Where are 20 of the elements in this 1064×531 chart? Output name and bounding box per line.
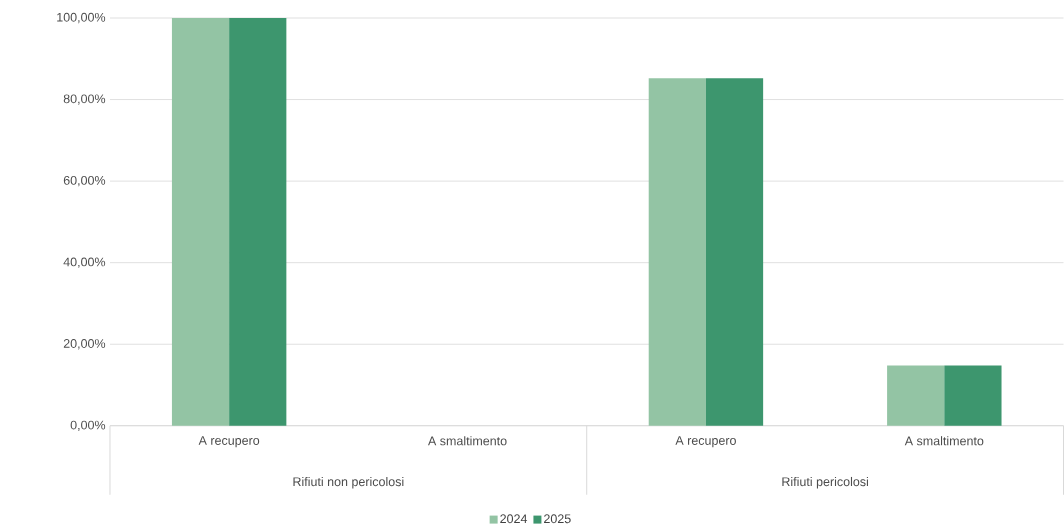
y-tick-label: 80,00% — [63, 94, 106, 105]
x-tick-label: A recupero — [675, 436, 736, 448]
y-tick-label: 40,00% — [63, 257, 106, 268]
bar — [944, 365, 1002, 426]
bar — [648, 78, 706, 426]
text: Rifiuti non pericolosi — [293, 477, 404, 489]
bar — [705, 78, 764, 426]
y-tick-label: 20,00% — [63, 339, 106, 350]
bar — [229, 18, 287, 426]
x-tick-label: A smaltimento — [904, 436, 984, 446]
bar — [171, 18, 230, 426]
legend-label: 2024 — [500, 514, 528, 524]
legend-label: 2025 — [544, 514, 571, 524]
x-tick-label: A recupero — [198, 436, 260, 448]
x-tick-label: A smaltimento — [427, 436, 507, 446]
y-tick-label: 100,00% — [57, 12, 106, 24]
text: Rifiuti pericolosi — [782, 477, 868, 489]
bar — [887, 365, 945, 426]
y-tick-label: 60,00% — [63, 176, 106, 187]
y-tick-label: 0,00% — [70, 420, 106, 432]
